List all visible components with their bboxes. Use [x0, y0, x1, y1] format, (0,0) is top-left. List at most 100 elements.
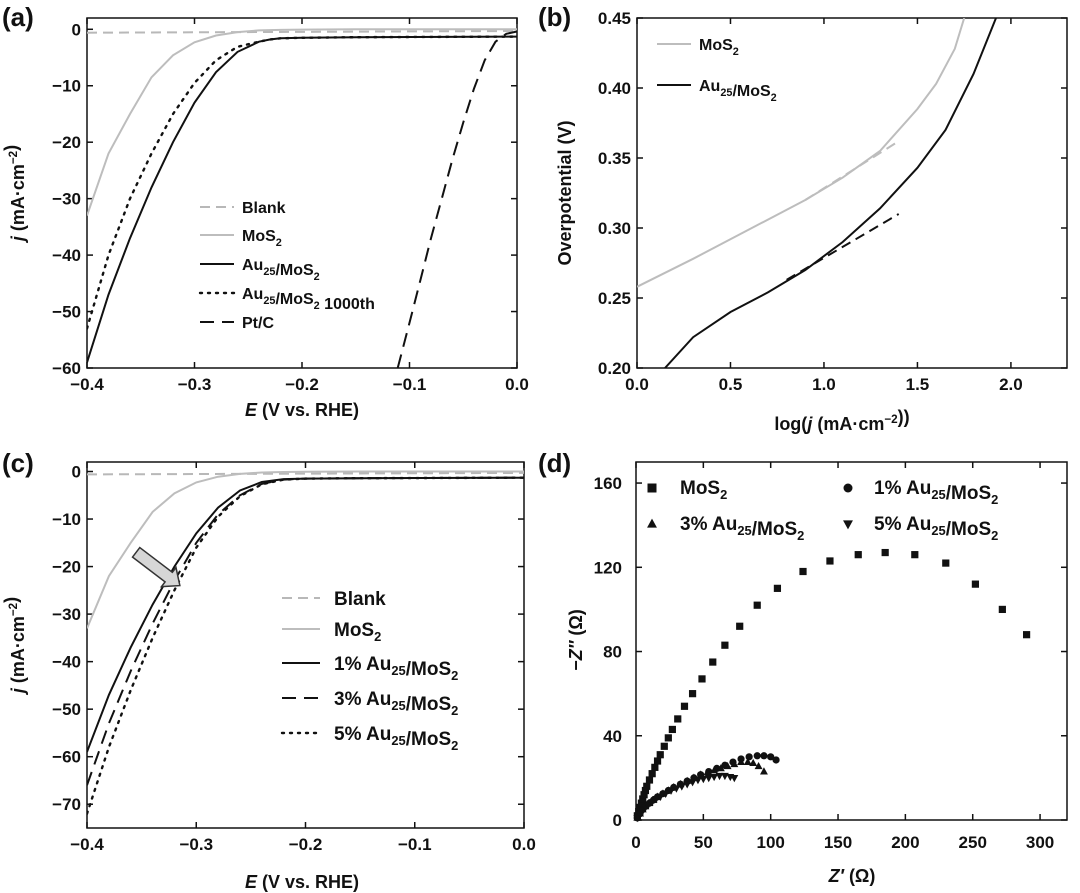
- y-tick-label: −20: [52, 558, 81, 577]
- y-axis-label: j (mA·cm−2): [1, 145, 28, 243]
- y-tick-label: 0.20: [598, 359, 631, 378]
- y-axis-label: −Z″ (Ω): [566, 609, 586, 671]
- x-tick-label: −0.4: [70, 835, 104, 854]
- series-line-mos2: [87, 28, 517, 216]
- x-tick-label: 0.0: [505, 375, 529, 394]
- legend-label: MoS2: [680, 478, 727, 502]
- y-tick-label: −50: [52, 700, 81, 719]
- legend-label: MoS2: [699, 37, 739, 58]
- data-point: [773, 584, 782, 592]
- series-line-mos2: [637, 18, 966, 288]
- y-tick-label: −40: [52, 246, 81, 265]
- data-point: [643, 782, 651, 790]
- x-tick-label: 0.5: [719, 375, 743, 394]
- data-point: [911, 551, 919, 559]
- x-tick-label: 300: [1026, 833, 1054, 852]
- x-tick-label: 1.0: [812, 375, 836, 394]
- data-point: [749, 758, 758, 767]
- x-tick-label: −0.3: [179, 835, 213, 854]
- data-point: [653, 757, 662, 765]
- legend-label: Blank: [334, 589, 386, 610]
- series-line-mos2: [87, 470, 524, 629]
- x-tick-label: −0.3: [178, 375, 212, 394]
- data-point: [683, 781, 692, 789]
- y-tick-label: −10: [52, 77, 81, 96]
- data-point: [633, 815, 642, 823]
- y-tick-label: 0: [72, 20, 81, 39]
- data-point: [998, 605, 1006, 614]
- y-tick-label: 0.45: [598, 9, 631, 28]
- panel-a: −0.4 −0.3 −0.2 −0.1 0.0 0 −10 −20 −30 −40 −50 −60 (a…: [1, 2, 529, 420]
- plot-frame: [635, 461, 1068, 821]
- data-point: [716, 764, 725, 772]
- data-point: [688, 690, 697, 698]
- y-tick-label: 0.40: [598, 79, 631, 98]
- data-point: [759, 767, 768, 775]
- y-tick-label: 80: [603, 643, 622, 662]
- legend-label: Au25/MoS2: [699, 78, 777, 104]
- legend-label: Au25/MoS2 1000th: [242, 286, 375, 313]
- data-point: [640, 791, 648, 799]
- panel-label: (d): [538, 448, 571, 478]
- data-point: [698, 675, 706, 683]
- plot-frame: [86, 17, 518, 369]
- legend-marker: [843, 483, 853, 493]
- data-point: [767, 753, 775, 761]
- data-point: [971, 580, 980, 588]
- data-point: [730, 759, 739, 768]
- data-point: [668, 725, 676, 734]
- y-tick-label: 0.30: [598, 219, 631, 238]
- series-line-au25-mos2-tafel-fit: [786, 213, 900, 281]
- data-point: [688, 779, 697, 787]
- data-point: [745, 753, 753, 761]
- series-group: [87, 28, 517, 368]
- data-point: [680, 702, 689, 710]
- data-point: [637, 799, 645, 807]
- data-point: [652, 796, 661, 804]
- legend-label: 3% Au25/MoS2: [680, 514, 804, 543]
- x-axis-label: Z′ (Ω): [828, 866, 876, 886]
- series-line-3-au25-mos2: [87, 476, 524, 786]
- plot-frame: [636, 17, 1068, 369]
- x-tick-label: 2.0: [999, 375, 1023, 394]
- legend-label: 5% Au25/MoS2: [874, 514, 998, 543]
- x-tick-label: −0.4: [70, 375, 104, 394]
- legend-label: 1% Au25/MoS2: [874, 478, 998, 507]
- panel-label: (c): [2, 448, 34, 478]
- data-point: [799, 567, 807, 576]
- data-point: [710, 766, 719, 774]
- data-point: [826, 557, 834, 565]
- legend-label: 1% Au25/MoS2: [334, 654, 458, 683]
- y-tick-label: −10: [52, 510, 81, 529]
- data-point: [645, 776, 654, 784]
- data-point: [753, 752, 761, 760]
- series-line-pt-c: [396, 30, 517, 368]
- data-point: [721, 641, 729, 649]
- data-point: [648, 799, 657, 807]
- data-point: [854, 551, 862, 559]
- legend-marker: [843, 520, 853, 530]
- series-line-au25-mos2-1000th: [87, 35, 517, 330]
- y-tick-label: −30: [52, 190, 81, 209]
- data-point: [709, 658, 717, 666]
- panel-d: 0 50 100 150 200 250 300 0 40 80 120 160 (d) Z′ (Ω) −Z…: [538, 448, 1068, 886]
- legend-label: MoS2: [334, 620, 381, 644]
- y-tick-label: 0.25: [598, 289, 631, 308]
- legend-marker: [647, 518, 657, 528]
- panel-label: (b): [538, 2, 571, 32]
- data-point: [736, 622, 744, 630]
- y-axis-label: Overpotential (V): [555, 120, 575, 265]
- data-point: [737, 757, 746, 765]
- data-point: [664, 734, 672, 742]
- data-point: [723, 761, 732, 770]
- legend-label: MoS2: [242, 228, 282, 249]
- y-tick-label: −70: [52, 795, 81, 814]
- y-tick-label: 0: [613, 811, 622, 830]
- data-point: [942, 559, 950, 567]
- x-tick-label: −0.1: [393, 375, 427, 394]
- x-tick-label: 250: [959, 833, 987, 852]
- data-point: [639, 795, 647, 803]
- x-axis-label: E (V vs. RHE): [245, 400, 359, 420]
- data-point: [730, 775, 739, 783]
- data-point: [667, 787, 675, 795]
